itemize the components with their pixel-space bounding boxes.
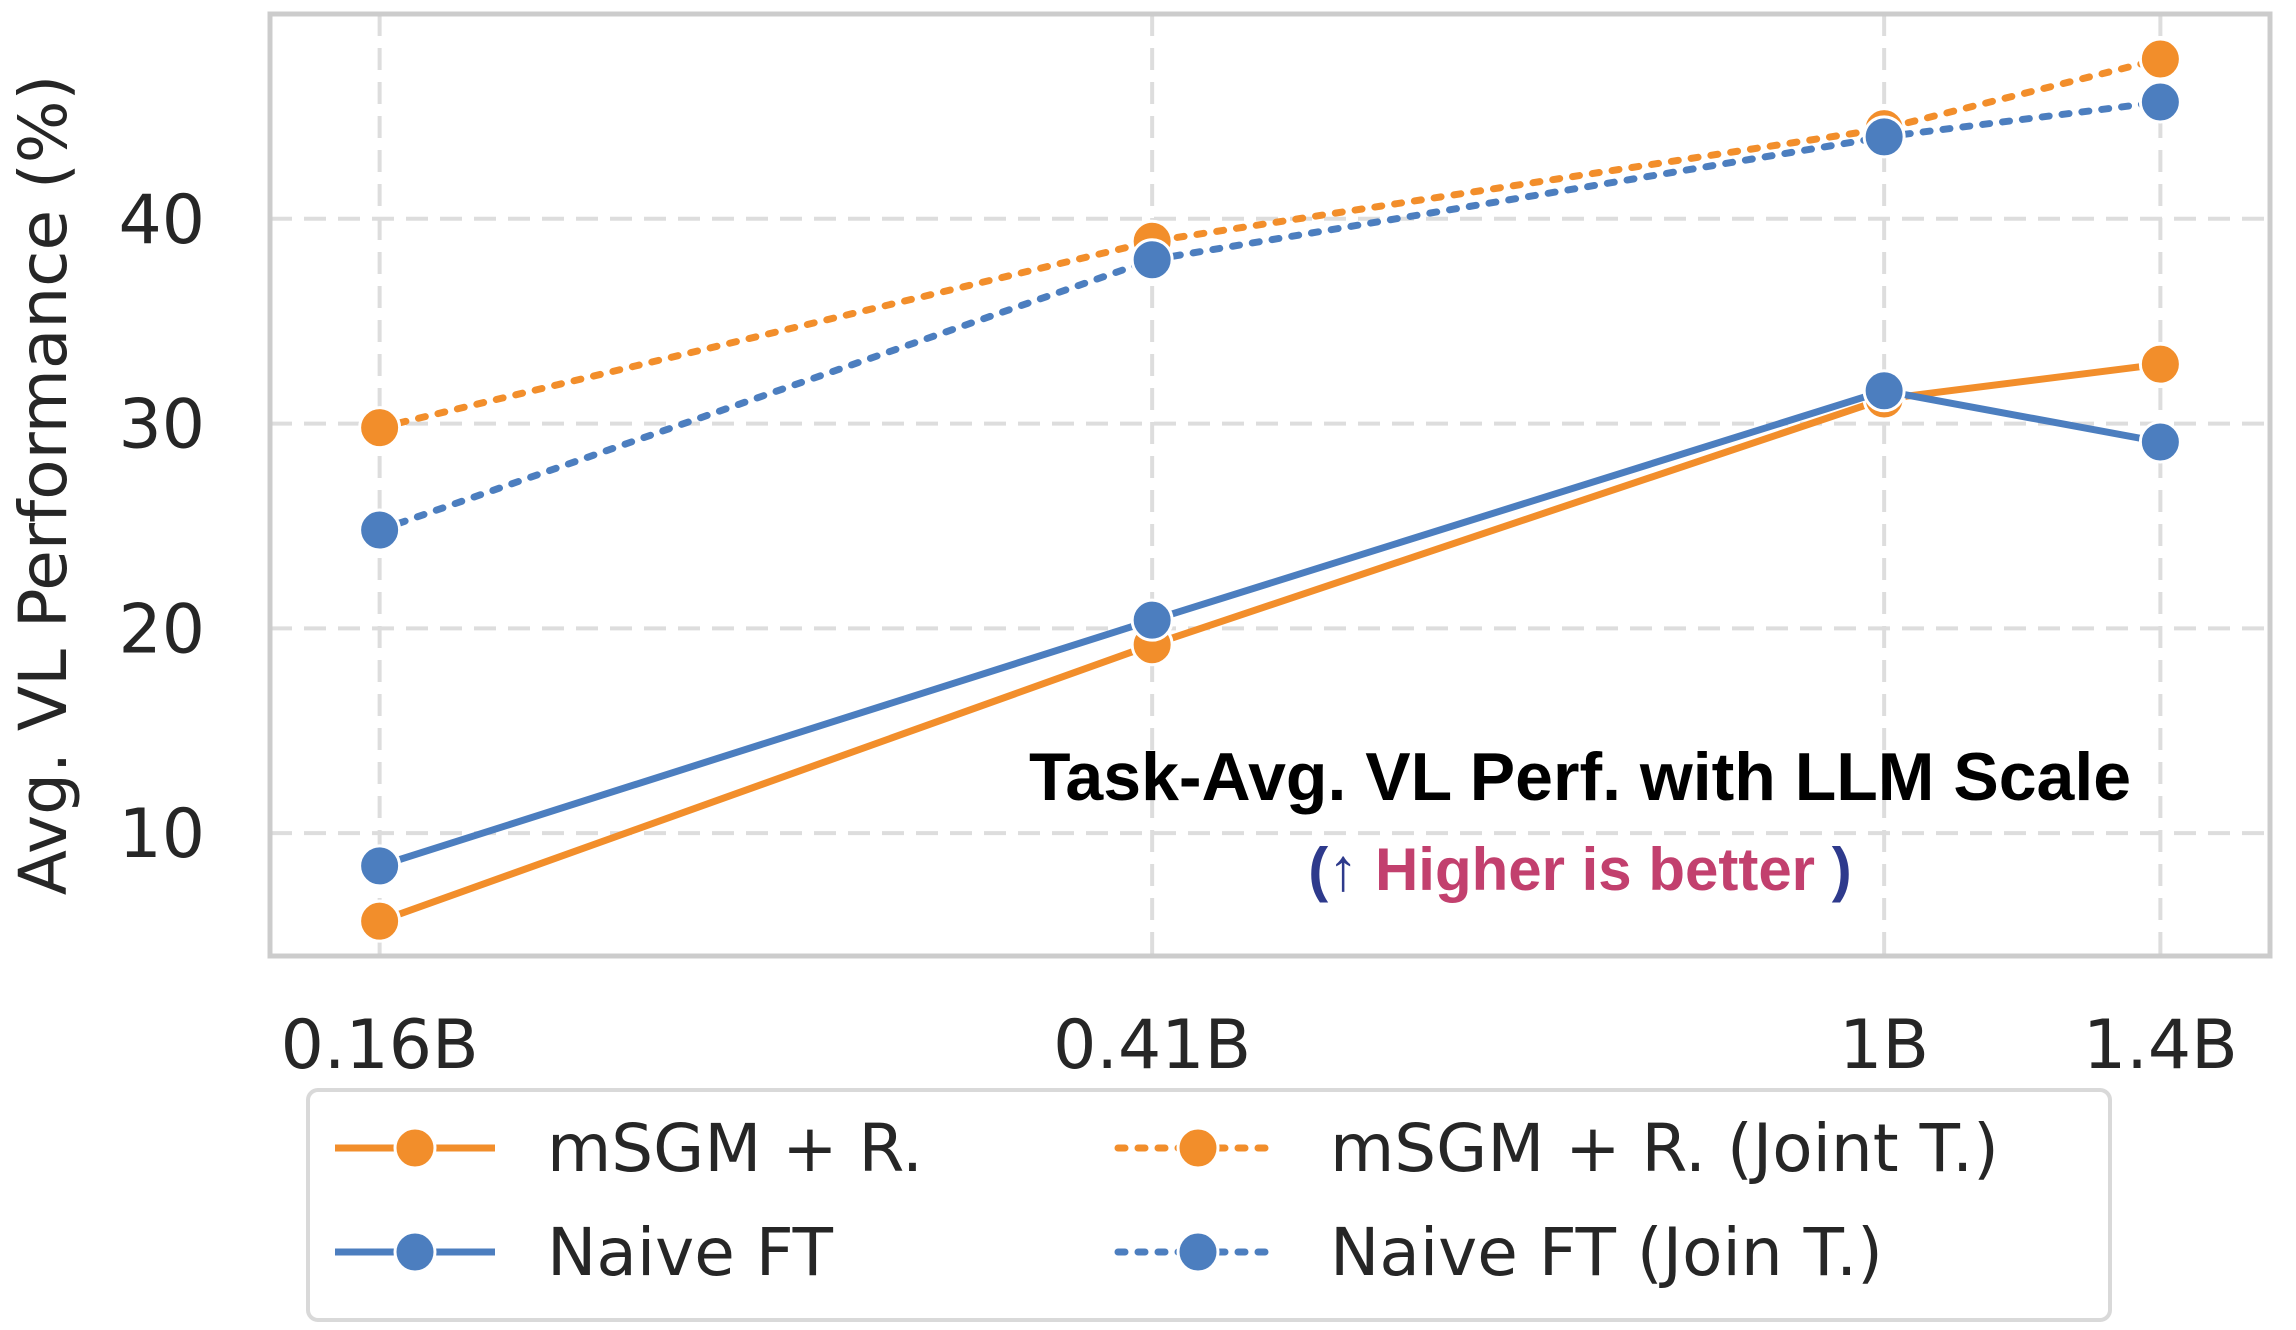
- legend-label: mSGM + R. (Joint T.): [1330, 1110, 1999, 1187]
- legend: [306, 1088, 2112, 1322]
- data-point: [358, 508, 402, 552]
- annotation-open-paren: (: [1308, 836, 1328, 903]
- data-point: [358, 844, 402, 888]
- y-tick-label: 20: [118, 590, 205, 669]
- series-1: [358, 369, 2182, 888]
- series-line: [378, 387, 2162, 870]
- annotation-close-paren: ): [1832, 836, 1852, 903]
- series-line: [376, 55, 2164, 432]
- legend-item: mSGM + R. (Joint T.): [1114, 1110, 1999, 1187]
- data-point: [2138, 37, 2182, 81]
- series-layer: [358, 37, 2182, 943]
- legend-item: mSGM + R.: [335, 1110, 923, 1187]
- legend-item: Naive FT (Join T.): [1114, 1214, 1883, 1291]
- data-point: [2138, 420, 2182, 464]
- legend-marker: [1176, 1230, 1220, 1274]
- grid: [270, 14, 2270, 956]
- y-tick-label: 40: [118, 181, 205, 260]
- x-tick-label: 1.4B: [2083, 1006, 2238, 1085]
- legend-label: mSGM + R.: [547, 1110, 923, 1187]
- series-line: [376, 98, 2164, 534]
- series-0: [358, 342, 2182, 943]
- data-point: [358, 406, 402, 450]
- data-point: [1862, 369, 1906, 413]
- data-point: [1130, 238, 1174, 282]
- data-point: [2138, 342, 2182, 386]
- y-tick-label: 30: [118, 386, 205, 465]
- data-point: [2138, 80, 2182, 124]
- legend-item: Naive FT: [335, 1214, 834, 1291]
- x-tick-label: 0.41B: [1053, 1006, 1251, 1085]
- legend-items: mSGM + R. Naive FT mSGM + R. (Joint T.) Nai…: [335, 1110, 1999, 1291]
- legend-marker: [393, 1126, 437, 1170]
- series-line: [378, 360, 2161, 925]
- data-point: [1862, 115, 1906, 159]
- annotation-subtitle: (↑ Higher is better ): [1308, 836, 1851, 903]
- legend-label: Naive FT: [547, 1214, 834, 1291]
- series-3: [358, 80, 2182, 552]
- x-tick-label: 0.16B: [281, 1006, 479, 1085]
- y-tick-labels: 10 20 30 40: [118, 181, 205, 874]
- legend-marker: [1176, 1126, 1220, 1170]
- annotation-note: Higher is better: [1375, 836, 1815, 903]
- x-tick-labels: 0.16B 0.41B 1B 1.4B: [281, 1006, 2238, 1085]
- annotation-title: Task-Avg. VL Perf. with LLM Scale: [1029, 739, 2131, 815]
- x-tick-label: 1B: [1839, 1006, 1929, 1085]
- up-arrow-icon: ↑: [1328, 836, 1358, 903]
- legend-marker: [393, 1230, 437, 1274]
- y-axis-label: Avg. VL Performance (%): [5, 75, 82, 896]
- plot-frame: [267, 11, 2273, 959]
- data-point: [358, 899, 402, 943]
- y-tick-label: 10: [118, 795, 205, 874]
- data-point: [1130, 598, 1174, 642]
- legend-label: Naive FT (Join T.): [1330, 1214, 1883, 1291]
